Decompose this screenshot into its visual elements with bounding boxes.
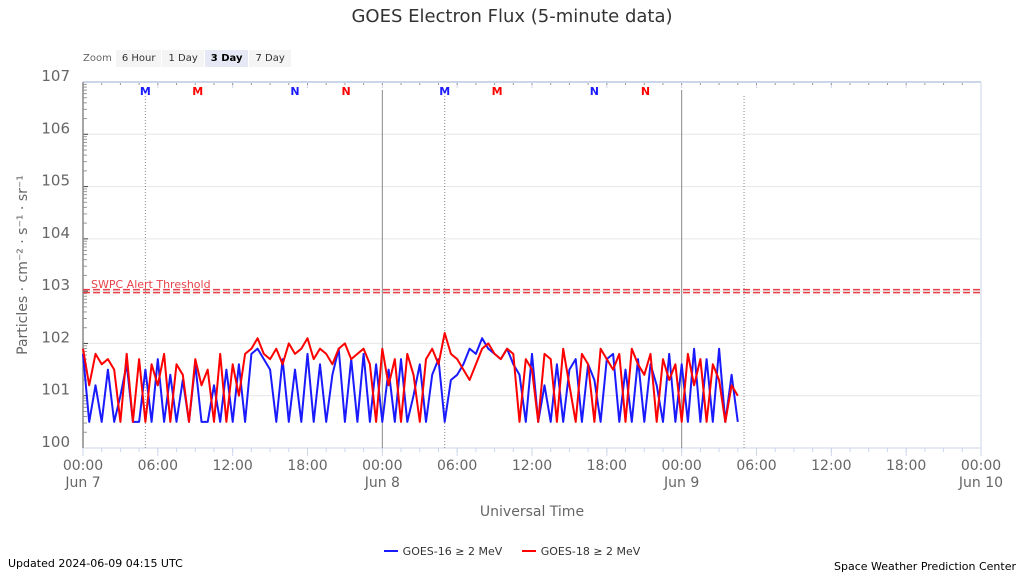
x-tick-label: 00:00 <box>661 458 701 474</box>
x-tick-label: 06:00 <box>437 458 477 474</box>
zoom-1-day-button[interactable]: 1 Day <box>162 50 204 67</box>
marker-n: N <box>590 85 599 98</box>
legend-swatch <box>521 550 536 552</box>
y-tick-label: 104 <box>41 224 70 242</box>
legend: GOES-16 ≥ 2 MeV GOES-18 ≥ 2 MeV <box>0 542 1024 558</box>
y-tick-label: 106 <box>41 119 70 137</box>
x-tick-label: 06:00 <box>736 458 776 474</box>
zoom-3-day-button[interactable]: 3 Day <box>204 50 249 67</box>
legend-swatch <box>383 550 398 552</box>
y-tick-label: 107 <box>41 67 70 85</box>
marker-n: N <box>641 85 650 98</box>
y-tick-label: 101 <box>41 381 70 399</box>
zoom-6-hour-button[interactable]: 6 Hour <box>115 50 162 67</box>
marker-m: M <box>439 85 450 98</box>
marker-n: N <box>290 85 299 98</box>
zoom-selector: Zoom 6 Hour 1 Day 3 Day 7 Day <box>83 50 292 67</box>
y-tick-label: 102 <box>41 328 70 346</box>
zoom-label: Zoom <box>83 53 112 64</box>
legend-item-goes16[interactable]: GOES-16 ≥ 2 MeV <box>383 545 502 558</box>
x-tick-label: 00:00 <box>362 458 402 474</box>
updated-timestamp: Updated 2024-06-09 04:15 UTC <box>8 557 183 570</box>
y-axis-title: Particles · cm⁻² · s⁻¹ · sr⁻¹ <box>15 175 31 355</box>
threshold-label: SWPC Alert Threshold <box>91 278 211 291</box>
x-tick-label: 12:00 <box>212 458 252 474</box>
x-tick-label: 12:00 <box>811 458 851 474</box>
x-date-label: Jun 7 <box>64 475 100 491</box>
x-tick-label: 12:00 <box>512 458 552 474</box>
credit: Space Weather Prediction Center <box>834 560 1016 573</box>
legend-item-goes18[interactable]: GOES-18 ≥ 2 MeV <box>521 545 640 558</box>
y-tick-label: 105 <box>41 172 70 190</box>
x-tick-label: 18:00 <box>587 458 627 474</box>
y-tick-label: 100 <box>41 433 70 451</box>
series-line-goes18 <box>82 332 739 423</box>
chart-title: GOES Electron Flux (5-minute data) <box>351 6 673 27</box>
x-tick-label: 06:00 <box>138 458 178 474</box>
x-axis-title: Universal Time <box>480 504 584 520</box>
marker-m: M <box>140 85 151 98</box>
x-tick-label: 00:00 <box>63 458 103 474</box>
zoom-7-day-button[interactable]: 7 Day <box>249 50 291 67</box>
plot-background <box>83 82 981 448</box>
x-tick-label: 00:00 <box>961 458 1001 474</box>
y-tick-label: 103 <box>41 276 70 294</box>
marker-m: M <box>492 85 503 98</box>
x-date-label: Jun 8 <box>364 475 400 491</box>
marker-m: M <box>192 85 203 98</box>
x-date-label: Jun 10 <box>958 475 1003 491</box>
x-tick-label: 18:00 <box>886 458 926 474</box>
marker-n: N <box>342 85 351 98</box>
x-tick-label: 18:00 <box>287 458 327 474</box>
x-date-label: Jun 9 <box>663 475 699 491</box>
